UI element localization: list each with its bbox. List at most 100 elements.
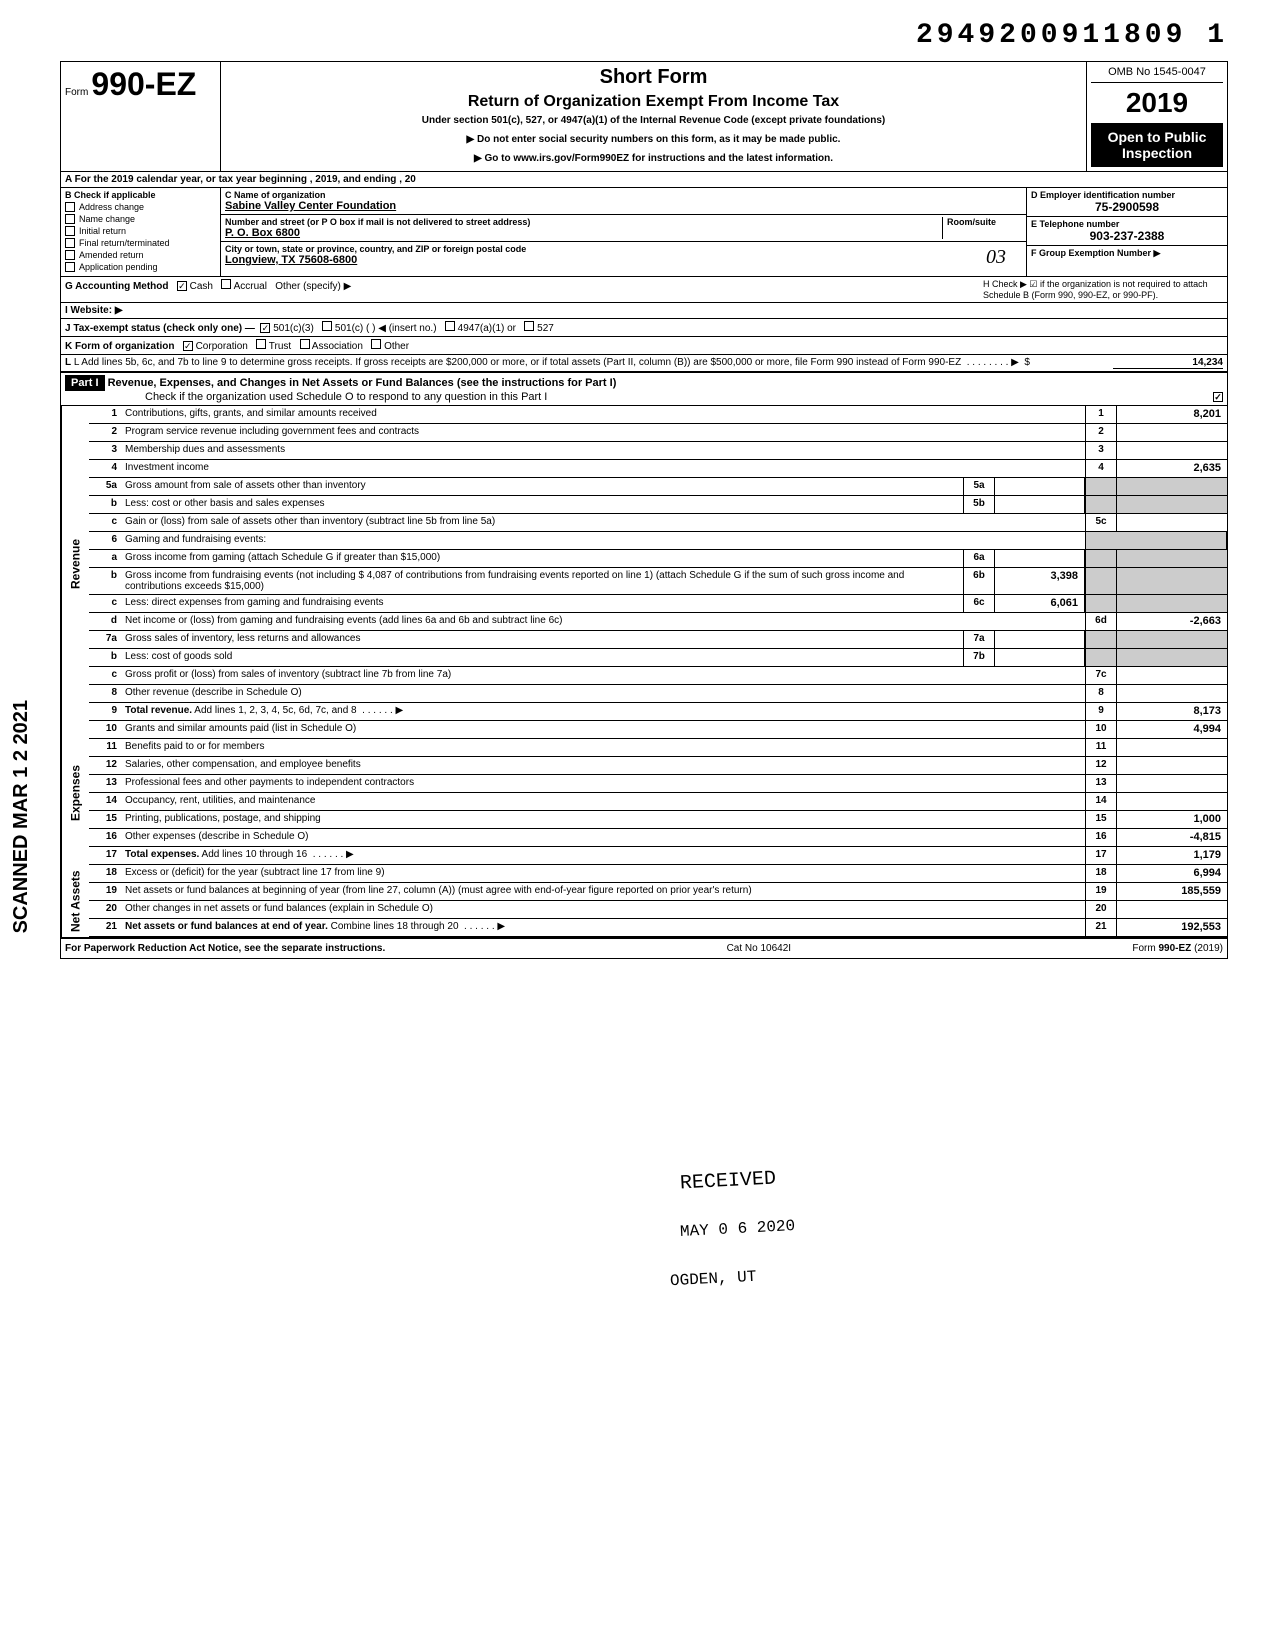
inner-amt <box>995 649 1085 666</box>
line-num: 20 <box>89 901 121 918</box>
line-row: aGross income from gaming (attach Schedu… <box>89 550 1227 568</box>
inner-numcol: 7b <box>963 649 995 666</box>
line-num: 1 <box>89 406 121 423</box>
line-row: 21Net assets or fund balances at end of … <box>89 919 1227 937</box>
inner-amt <box>995 550 1085 567</box>
cb-501c[interactable] <box>322 321 332 331</box>
row-h: H Check ▶ ☑ if the organization is not r… <box>983 279 1223 300</box>
line-desc: Excess or (deficit) for the year (subtra… <box>121 865 1085 882</box>
line-amt <box>1117 667 1227 684</box>
cb-amended-label: Amended return <box>79 250 144 260</box>
line-desc: Gaming and fundraising events: <box>121 532 1085 549</box>
line-numcol: 6d <box>1085 613 1117 630</box>
line-desc: Gross profit or (loss) from sales of inv… <box>121 667 1085 684</box>
line-row: 13Professional fees and other payments t… <box>89 775 1227 793</box>
form-year: 2019 <box>1091 87 1223 119</box>
row-i: I Website: ▶ <box>61 303 1227 319</box>
line-row: 8Other revenue (describe in Schedule O)8 <box>89 685 1227 703</box>
line-desc: Other expenses (describe in Schedule O) <box>121 829 1085 846</box>
line-row: 15Printing, publications, postage, and s… <box>89 811 1227 829</box>
line-amt <box>1117 424 1227 441</box>
line-numcol: 10 <box>1085 721 1117 738</box>
cb-4947[interactable] <box>445 321 455 331</box>
form-title: Short Form <box>229 66 1078 89</box>
line-numcol: 3 <box>1085 442 1117 459</box>
line-num: 7a <box>89 631 121 648</box>
form-org-label: K Form of organization <box>65 341 174 352</box>
line-numcol: 4 <box>1085 460 1117 477</box>
line-num: 3 <box>89 442 121 459</box>
cb-final[interactable] <box>65 238 75 248</box>
line-amt <box>1117 685 1227 702</box>
line-desc: Gain or (loss) from sale of assets other… <box>121 514 1085 531</box>
line-num: c <box>89 595 121 612</box>
cb-accrual[interactable] <box>221 279 231 289</box>
line-num: 6 <box>89 532 121 549</box>
row-g: G Accounting Method Cash Accrual Other (… <box>61 277 1227 303</box>
tel-val: 903-237-2388 <box>1031 229 1223 243</box>
city-label: City or town, state or province, country… <box>225 244 1022 254</box>
inner-numcol: 6c <box>963 595 995 612</box>
line-amt: 8,173 <box>1117 703 1227 720</box>
cb-initial[interactable] <box>65 226 75 236</box>
line-desc: Salaries, other compensation, and employ… <box>121 757 1085 774</box>
line-desc: Investment income <box>121 460 1085 477</box>
inner-numcol: 5a <box>963 478 995 495</box>
gray-amt <box>1117 568 1227 594</box>
line-num: 15 <box>89 811 121 828</box>
form-prefix: Form <box>65 87 88 98</box>
line-desc: Contributions, gifts, grants, and simila… <box>121 406 1085 423</box>
cb-527[interactable] <box>524 321 534 331</box>
cb-amended[interactable] <box>65 250 75 260</box>
gray-block <box>1085 478 1117 495</box>
501c-label: 501(c) ( ) ◀ (insert no.) <box>335 323 437 334</box>
line-amt: 6,994 <box>1117 865 1227 882</box>
cb-assoc[interactable] <box>300 339 310 349</box>
line-row: 18Excess or (deficit) for the year (subt… <box>89 865 1227 883</box>
other-label: Other (specify) ▶ <box>275 281 351 292</box>
cb-other[interactable] <box>371 339 381 349</box>
name-label: C Name of organization <box>225 190 1022 200</box>
row-l-amt: 14,234 <box>1113 357 1223 369</box>
cb-corp[interactable] <box>183 341 193 351</box>
ogden-stamp: OGDEN, UT <box>670 1268 757 1290</box>
room-label: Room/suite <box>947 217 1022 227</box>
line-amt <box>1117 442 1227 459</box>
line-numcol: 21 <box>1085 919 1117 936</box>
cb-address[interactable] <box>65 202 75 212</box>
cb-cash[interactable] <box>177 281 187 291</box>
line-amt: 4,994 <box>1117 721 1227 738</box>
cb-pending-label: Application pending <box>79 262 158 272</box>
corp-label: Corporation <box>196 341 248 352</box>
accrual-label: Accrual <box>234 281 267 292</box>
cb-pending[interactable] <box>65 262 75 272</box>
line-desc: Occupancy, rent, utilities, and maintena… <box>121 793 1085 810</box>
line-num: 10 <box>89 721 121 738</box>
revenue-section: Revenue 1Contributions, gifts, grants, a… <box>61 406 1227 721</box>
line-amt <box>1117 739 1227 756</box>
ein-val: 75-2900598 <box>1031 200 1223 214</box>
cb-trust[interactable] <box>256 339 266 349</box>
line-numcol: 17 <box>1085 847 1117 864</box>
cb-name[interactable] <box>65 214 75 224</box>
cb-address-label: Address change <box>79 202 144 212</box>
line-row: 3Membership dues and assessments3 <box>89 442 1227 460</box>
line-row: 20Other changes in net assets or fund ba… <box>89 901 1227 919</box>
line-num: b <box>89 496 121 513</box>
line-row: 11Benefits paid to or for members11 <box>89 739 1227 757</box>
line-desc: Less: cost of goods sold <box>121 649 963 666</box>
line-numcol: 16 <box>1085 829 1117 846</box>
line-num: 19 <box>89 883 121 900</box>
gray-amt <box>1117 496 1227 513</box>
inner-amt: 6,061 <box>995 595 1085 612</box>
line-desc: Net assets or fund balances at end of ye… <box>121 919 1085 936</box>
handwritten-03: 03 <box>986 246 1006 269</box>
footer-right: Form 990-EZ (2019) <box>1132 943 1223 954</box>
footer-left: For Paperwork Reduction Act Notice, see … <box>65 943 385 954</box>
line-row: 7aGross sales of inventory, less returns… <box>89 631 1227 649</box>
cb-501c3[interactable] <box>260 323 270 333</box>
gray-amt <box>1117 550 1227 567</box>
cb-schedO[interactable] <box>1213 392 1223 402</box>
line-numcol: 9 <box>1085 703 1117 720</box>
line-amt: 192,553 <box>1117 919 1227 936</box>
